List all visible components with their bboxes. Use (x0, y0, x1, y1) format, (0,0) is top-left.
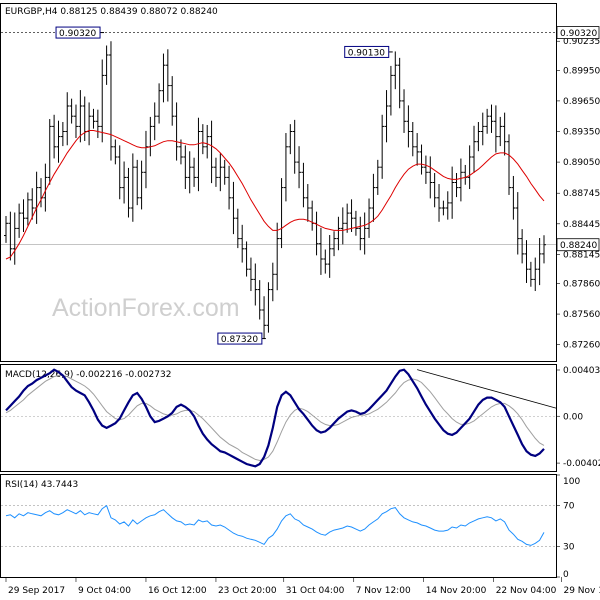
macd-tick-label: 0.00 (563, 412, 583, 422)
macd-panel: MACD(12,26,9) -0.002216 -0.002732 0.0040… (0, 364, 600, 472)
price-annotations: 0.90320 0.90130 0.87320 (55, 26, 393, 345)
rsi-tick-label: 100 (563, 477, 580, 487)
top-price-tag: 0.90320 (560, 29, 597, 39)
x-tick-label: 16 Oct 12:00 (148, 586, 207, 596)
moving-average-line (5, 130, 545, 260)
macd-panel-title: MACD(12,26,9) -0.002216 -0.002732 (5, 370, 171, 380)
price-bars (4, 41, 546, 340)
price-tick-label: 0.89050 (563, 158, 600, 168)
price-tick-label: 0.88145 (563, 250, 600, 260)
x-tick-label: 9 Oct 04:00 (78, 586, 131, 596)
watermark: ActionForex.com (52, 294, 240, 322)
price-panel: ActionForex.com EURGBP,H4 0.88125 0.8843… (0, 3, 600, 362)
annotation-box (55, 26, 101, 39)
rsi-panel-title: RSI(14) 43.7443 (5, 480, 78, 490)
annotation-label: 0.90320 (59, 29, 96, 39)
price-tick-label: 0.90235 (563, 37, 600, 47)
price-panel-frame (0, 3, 557, 362)
annotation-label: 0.90130 (348, 48, 385, 58)
price-tick-label: 0.88445 (563, 220, 600, 230)
rsi-levels (1, 505, 556, 547)
annotation-box (217, 332, 263, 345)
price-y-axis: 0.90235 0.89950 0.89650 0.89350 0.89050 0.887… (556, 37, 600, 351)
last-price-tag: 0.88240 (560, 241, 597, 251)
price-tick-label: 0.89650 (563, 97, 600, 107)
x-tick-label: 23 Oct 20:00 (218, 586, 277, 596)
last-price-tag-box (556, 238, 600, 252)
annotation-label: 0.87320 (221, 335, 258, 345)
annotation-box (344, 45, 390, 58)
x-tick-label: 31 Oct 04:00 (286, 586, 345, 596)
price-tick-label: 0.87860 (563, 279, 600, 289)
top-price-tag-box (556, 26, 600, 39)
price-panel-title: EURGBP,H4 0.88125 0.88439 0.88072 0.8824… (5, 7, 218, 17)
rsi-y-axis: 100 70 30 0 (556, 474, 580, 580)
x-tick-label: 14 Nov 20:00 (426, 586, 487, 596)
price-tick-label: 0.88745 (563, 189, 600, 199)
macd-panel-frame (0, 364, 557, 472)
macd-tick-label: 0.00403 (563, 366, 600, 376)
macd-signal-line (5, 375, 545, 462)
price-tags: 0.90320 0.88240 (556, 26, 600, 252)
price-tick-label: 0.87260 (563, 341, 600, 351)
rsi-tick-label: 0 (563, 570, 569, 580)
x-tick-label: 29 Nov 12:00 (563, 586, 600, 596)
price-tick-label: 0.87560 (563, 310, 600, 320)
macd-y-axis: 0.00403 0.00 -0.004021 (556, 366, 600, 469)
x-tick-label: 7 Nov 12:00 (356, 586, 411, 596)
rsi-tick-label: 30 (563, 542, 575, 552)
macd-line (5, 368, 545, 468)
rsi-tick-label: 70 (563, 502, 575, 512)
price-tick-label: 0.89950 (563, 66, 600, 76)
price-tick-label: 0.89350 (563, 128, 600, 138)
rsi-panel: RSI(14) 43.7443 100 70 30 0 (0, 474, 580, 580)
macd-trendline (417, 369, 557, 409)
x-tick-label: 22 Nov 04:00 (496, 586, 557, 596)
x-tick-label: 29 Sep 2017 (8, 586, 65, 596)
rsi-line (5, 504, 545, 546)
x-axis: 29 Sep 2017 9 Oct 04:00 16 Oct 12:00 23 Oct… (5, 577, 600, 596)
macd-tick-label: -0.004021 (563, 459, 600, 469)
